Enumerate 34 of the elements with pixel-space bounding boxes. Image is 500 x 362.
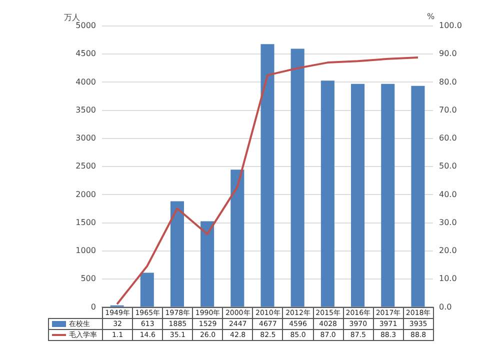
bar: [320, 80, 334, 307]
y2-tick-label: 80.0: [439, 77, 457, 86]
y2-tick-label: 50.0: [439, 162, 457, 171]
y2-tick-label: 20.0: [439, 246, 457, 256]
y2-tick-label: 0.0: [439, 302, 452, 312]
y-tick-label: 3500: [76, 105, 96, 114]
y2-tick-label: 90.0: [439, 49, 457, 58]
y2-tick-label: 10.0: [439, 274, 457, 284]
bar: [200, 221, 214, 307]
y-tick-label: 4000: [76, 77, 96, 86]
y-tick-label: 0: [90, 302, 96, 312]
bar: [381, 84, 395, 307]
y-tick-label: 1500: [76, 218, 96, 227]
y-tick-label: 3000: [76, 134, 96, 143]
bar: [140, 272, 154, 307]
y2-tick-label: 60.0: [439, 134, 457, 143]
y-tick-label: 1000: [76, 246, 96, 256]
y-tick-label: 500: [80, 274, 96, 284]
y2-tick-label: 40.0: [439, 190, 457, 199]
bar: [230, 170, 244, 307]
y-tick-label: 5000: [76, 21, 96, 30]
y-tick-label: 2500: [76, 162, 96, 171]
y2-tick-label: 100.0: [439, 21, 462, 30]
bar: [351, 84, 365, 307]
y2-tick-label: 70.0: [439, 105, 457, 114]
bar: [170, 201, 184, 307]
y-tick-label: 2000: [76, 190, 96, 199]
y2-axis-title: %: [427, 12, 435, 21]
bar: [290, 48, 304, 307]
y-tick-label: 4500: [76, 49, 96, 58]
y2-tick-label: 30.0: [439, 218, 457, 227]
y-axis-title: 万人: [64, 12, 80, 22]
bar: [260, 44, 274, 307]
bar: [411, 86, 425, 307]
